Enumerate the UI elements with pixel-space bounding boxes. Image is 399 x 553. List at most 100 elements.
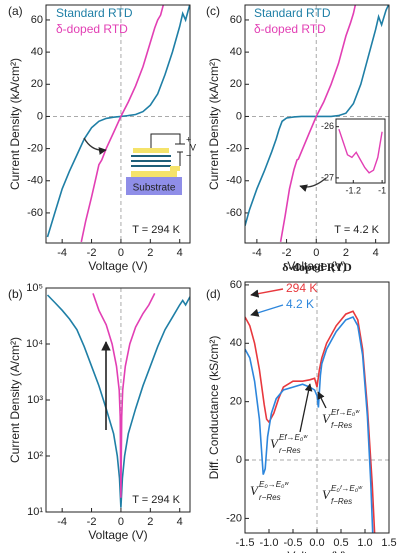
y-tick-label: 20 bbox=[31, 78, 43, 90]
x-tick-label: -4 bbox=[57, 247, 67, 259]
barrier-layer bbox=[131, 155, 171, 157]
inset-x-tick-label: -1 bbox=[378, 185, 386, 195]
arrow bbox=[83, 137, 107, 155]
panel-label: (d) bbox=[206, 287, 221, 301]
legend-label: δ-doped RTD bbox=[254, 22, 326, 36]
voltage-label-sup: E₀→E₀ʷ bbox=[259, 480, 289, 489]
x-tick-label: 0 bbox=[118, 247, 124, 259]
x-tick-label: 4 bbox=[177, 247, 183, 259]
legend-label: Standard RTD bbox=[254, 6, 331, 20]
y-tick-label: 40 bbox=[31, 46, 43, 58]
x-tick-label: 0.0 bbox=[309, 537, 324, 549]
legend-label: δ-doped RTD bbox=[56, 22, 128, 36]
y-tick-label: 60 bbox=[31, 14, 43, 26]
x-tick-label: -1.0 bbox=[260, 537, 279, 549]
x-tick-label: 1.0 bbox=[357, 537, 372, 549]
y-axis-label: Current Density (kA/cm²) bbox=[207, 58, 221, 190]
x-axis-label: Voltage (V) bbox=[287, 549, 346, 553]
panel-label: (a) bbox=[8, 4, 23, 18]
y-tick-label: 10⁵ bbox=[26, 282, 43, 294]
voltage-label-sub: r−Res bbox=[279, 446, 301, 455]
annotation: T = 294 K bbox=[132, 494, 180, 506]
x-axis-label: Voltage (V) bbox=[88, 528, 147, 542]
legend-label: 294 K bbox=[286, 281, 317, 295]
y-tick-label: 60 bbox=[230, 14, 242, 26]
inset-y-tick-label: -27 bbox=[321, 172, 334, 182]
x-tick-label: -2 bbox=[87, 247, 97, 259]
barrier-layer bbox=[131, 160, 171, 162]
voltage-label-sup: Ef→E₀ʷ bbox=[331, 408, 360, 417]
x-tick-label: -4 bbox=[57, 516, 67, 528]
x-tick-label: -4 bbox=[252, 247, 262, 259]
x-tick-label: 0.5 bbox=[333, 537, 348, 549]
data-line bbox=[279, 5, 357, 243]
x-tick-label: -2 bbox=[87, 516, 97, 528]
voltage-label-base: V bbox=[322, 487, 332, 502]
y-tick-label: 20 bbox=[230, 78, 242, 90]
x-tick-label: 4 bbox=[177, 516, 183, 528]
data-line bbox=[245, 310, 376, 533]
voltage-label-base: V bbox=[270, 436, 280, 451]
annotation: T = 4.2 K bbox=[334, 224, 379, 236]
x-tick-label: 1.5 bbox=[381, 537, 396, 549]
y-tick-label: 10¹ bbox=[27, 506, 43, 518]
voltage-label-sup: Ef→E₀ʷ bbox=[279, 433, 308, 442]
bottom-contact bbox=[131, 171, 177, 177]
device-schematic bbox=[126, 133, 185, 195]
chart-title: δ-doped RTD bbox=[282, 260, 352, 274]
data-line bbox=[46, 5, 190, 238]
x-tick-label: 0 bbox=[313, 247, 319, 259]
y-tick-label: -20 bbox=[226, 512, 242, 524]
data-line bbox=[80, 5, 165, 243]
y-axis-label: Current Density (kA/cm²) bbox=[8, 58, 22, 190]
voltage-label-sub: f−Res bbox=[331, 421, 352, 430]
inset-x-tick-label: -1.2 bbox=[346, 185, 362, 195]
x-tick-label: 4 bbox=[373, 247, 379, 259]
y-tick-label: 20 bbox=[230, 396, 242, 408]
legend-label: 4.2 K bbox=[286, 297, 314, 311]
y-tick-label: -20 bbox=[27, 143, 43, 155]
data-line bbox=[92, 293, 156, 498]
x-tick-label: 2 bbox=[343, 247, 349, 259]
panel-label: (b) bbox=[8, 287, 23, 301]
x-tick-label: 0 bbox=[118, 516, 124, 528]
plot-frame bbox=[45, 4, 191, 244]
voltage-label-base: V bbox=[250, 483, 260, 498]
x-axis-label: Voltage (V) bbox=[287, 259, 346, 273]
voltage-label-sub: f−Res bbox=[331, 497, 352, 506]
substrate-layer bbox=[126, 177, 182, 195]
legend-arrow bbox=[250, 288, 284, 298]
y-tick-label: 10² bbox=[27, 450, 43, 462]
data-line bbox=[46, 294, 190, 508]
y-axis-label: Current Density (A/cm²) bbox=[8, 337, 22, 463]
inset-label: V bbox=[190, 142, 196, 152]
y-tick-label: 0 bbox=[236, 110, 242, 122]
panel-label: (c) bbox=[206, 4, 220, 18]
x-axis-label: Voltage (V) bbox=[88, 259, 147, 273]
inset-frame bbox=[335, 118, 386, 184]
y-tick-label: -40 bbox=[27, 175, 43, 187]
voltage-label-sup: E₀ᶠ→E₀ʷ bbox=[331, 484, 363, 493]
y-tick-label: -60 bbox=[226, 207, 242, 219]
y-tick-label: 10⁴ bbox=[26, 338, 43, 350]
plot-frame bbox=[45, 287, 191, 513]
inset-background bbox=[336, 119, 385, 183]
voltage-label-base: V bbox=[322, 411, 332, 426]
annotation: T = 294 K bbox=[132, 224, 180, 236]
top-contact bbox=[133, 148, 169, 153]
x-tick-label: -1.5 bbox=[236, 537, 255, 549]
x-tick-label: -0.5 bbox=[284, 537, 303, 549]
y-tick-label: -20 bbox=[226, 143, 242, 155]
x-tick-label: 2 bbox=[147, 516, 153, 528]
arrow bbox=[299, 177, 327, 192]
y-tick-label: 60 bbox=[230, 279, 242, 291]
inset-label: Substrate bbox=[133, 183, 176, 194]
x-tick-label: 2 bbox=[147, 247, 153, 259]
side-contact bbox=[170, 166, 180, 171]
y-tick-label: 40 bbox=[230, 46, 242, 58]
legend-label: Standard RTD bbox=[56, 6, 133, 20]
y-tick-label: 10³ bbox=[27, 394, 43, 406]
plot-frame bbox=[244, 4, 390, 244]
y-tick-label: 40 bbox=[230, 337, 242, 349]
